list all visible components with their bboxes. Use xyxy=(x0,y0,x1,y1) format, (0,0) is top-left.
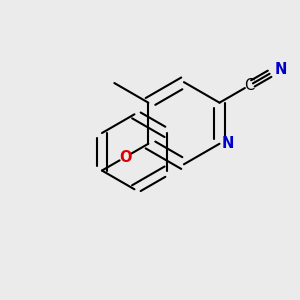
Text: C: C xyxy=(244,78,254,93)
Text: N: N xyxy=(221,136,233,151)
Text: N: N xyxy=(274,62,287,77)
Text: O: O xyxy=(119,150,131,165)
